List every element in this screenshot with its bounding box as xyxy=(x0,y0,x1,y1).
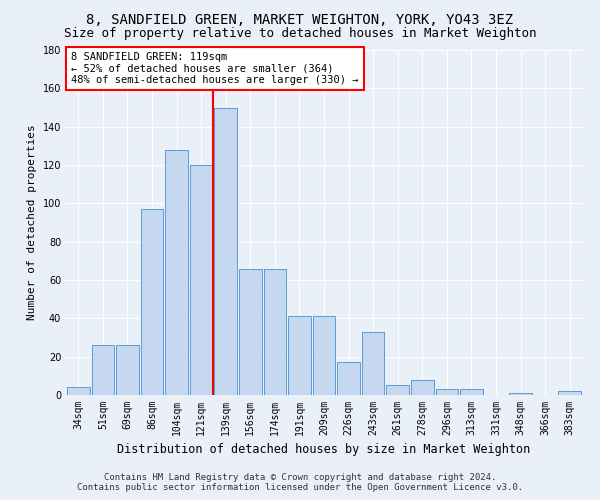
Bar xyxy=(288,316,311,395)
Text: 8 SANDFIELD GREEN: 119sqm
← 52% of detached houses are smaller (364)
48% of semi: 8 SANDFIELD GREEN: 119sqm ← 52% of detac… xyxy=(71,52,359,85)
Bar xyxy=(313,316,335,395)
Y-axis label: Number of detached properties: Number of detached properties xyxy=(27,124,37,320)
Bar xyxy=(386,386,409,395)
Bar xyxy=(362,332,385,395)
Bar xyxy=(190,165,212,395)
Bar xyxy=(460,389,483,395)
Bar xyxy=(436,389,458,395)
Bar xyxy=(411,380,434,395)
Text: Contains HM Land Registry data © Crown copyright and database right 2024.
Contai: Contains HM Land Registry data © Crown c… xyxy=(77,473,523,492)
Bar xyxy=(509,393,532,395)
Text: 8, SANDFIELD GREEN, MARKET WEIGHTON, YORK, YO43 3EZ: 8, SANDFIELD GREEN, MARKET WEIGHTON, YOR… xyxy=(86,12,514,26)
Bar xyxy=(559,391,581,395)
Bar xyxy=(214,108,237,395)
X-axis label: Distribution of detached houses by size in Market Weighton: Distribution of detached houses by size … xyxy=(118,444,530,456)
Bar xyxy=(239,268,262,395)
Bar xyxy=(140,209,163,395)
Bar xyxy=(92,345,114,395)
Bar xyxy=(116,345,139,395)
Bar xyxy=(165,150,188,395)
Text: Size of property relative to detached houses in Market Weighton: Size of property relative to detached ho… xyxy=(64,28,536,40)
Bar xyxy=(263,268,286,395)
Bar xyxy=(67,388,89,395)
Bar xyxy=(337,362,360,395)
